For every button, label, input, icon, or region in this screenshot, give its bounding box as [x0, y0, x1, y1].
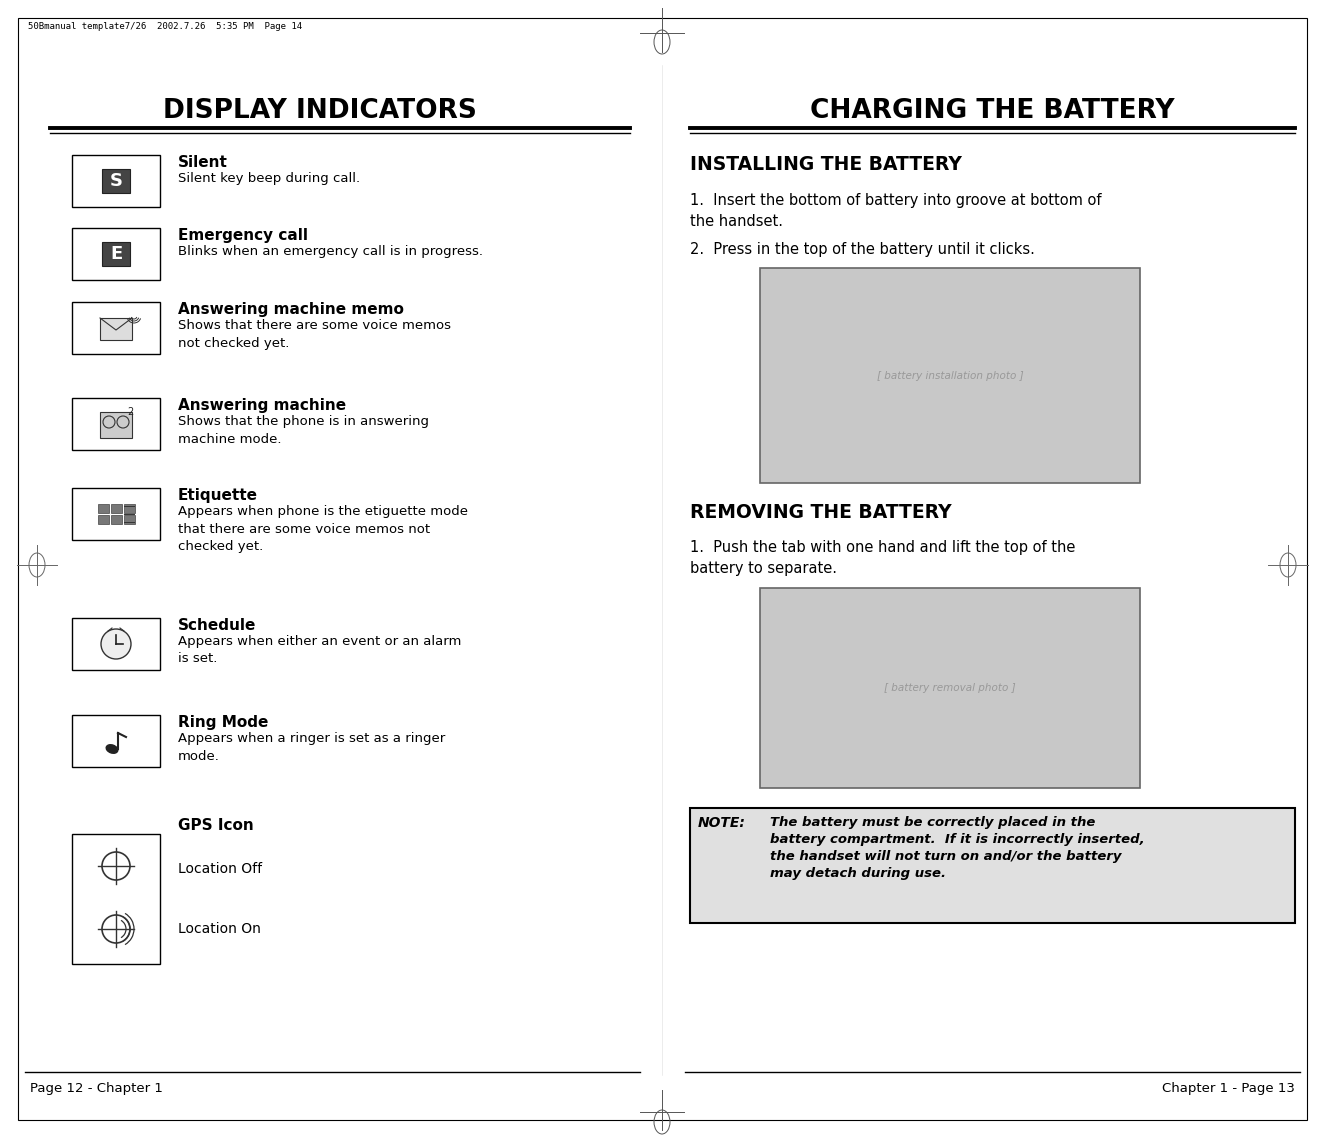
Bar	[72, 715, 160, 767]
Text: CHARGING THE BATTERY: CHARGING THE BATTERY	[810, 98, 1174, 124]
Circle shape	[101, 629, 131, 659]
Text: Silent: Silent	[178, 155, 228, 170]
Bar	[98, 516, 109, 523]
Text: Etiquette: Etiquette	[178, 488, 258, 503]
Text: Shows that the phone is in answering
machine mode.: Shows that the phone is in answering mac…	[178, 415, 429, 445]
Bar	[761, 269, 1140, 483]
Bar	[125, 504, 135, 513]
Text: Location On: Location On	[178, 922, 261, 935]
Text: Location Off: Location Off	[178, 861, 262, 876]
Bar	[125, 516, 135, 523]
Text: Ring Mode: Ring Mode	[178, 715, 269, 729]
Text: Emergency call: Emergency call	[178, 228, 307, 244]
Text: Answering machine memo: Answering machine memo	[178, 302, 404, 318]
Text: [ battery installation photo ]: [ battery installation photo ]	[877, 371, 1023, 380]
Bar	[761, 588, 1140, 787]
Text: GPS Icon: GPS Icon	[178, 818, 254, 833]
Text: 2.  Press in the top of the battery until it clicks.: 2. Press in the top of the battery until…	[690, 242, 1035, 257]
Bar	[72, 618, 160, 670]
Text: INSTALLING THE BATTERY: INSTALLING THE BATTERY	[690, 155, 962, 174]
Text: Shows that there are some voice memos
not checked yet.: Shows that there are some voice memos no…	[178, 319, 451, 349]
Text: Appears when a ringer is set as a ringer
mode.: Appears when a ringer is set as a ringer…	[178, 732, 445, 762]
Text: 1.  Insert the bottom of battery into groove at bottom of
the handset.: 1. Insert the bottom of battery into gro…	[690, 193, 1101, 229]
Bar	[72, 488, 160, 541]
Bar	[72, 155, 160, 207]
Text: S: S	[110, 172, 122, 190]
Text: Appears when phone is the etiguette mode
that there are some voice memos not
che: Appears when phone is the etiguette mode…	[178, 505, 468, 553]
Bar	[111, 516, 122, 523]
Text: NOTE:: NOTE:	[698, 816, 746, 830]
Text: The battery must be correctly placed in the
battery compartment.  If it is incor: The battery must be correctly placed in …	[770, 816, 1145, 880]
Text: Silent key beep during call.: Silent key beep during call.	[178, 172, 360, 185]
Text: 2: 2	[127, 407, 132, 417]
Bar	[72, 834, 160, 964]
Ellipse shape	[106, 744, 118, 753]
Bar	[99, 412, 132, 438]
Text: 1.  Push the tab with one hand and lift the top of the
battery to separate.: 1. Push the tab with one hand and lift t…	[690, 541, 1076, 576]
Text: Page 12 - Chapter 1: Page 12 - Chapter 1	[30, 1082, 163, 1095]
Text: [ battery removal photo ]: [ battery removal photo ]	[884, 683, 1016, 693]
Bar	[99, 318, 132, 340]
Text: 50Bmanual template7/26  2002.7.26  5:35 PM  Page 14: 50Bmanual template7/26 2002.7.26 5:35 PM…	[28, 22, 302, 31]
Text: Blinks when an emergency call is in progress.: Blinks when an emergency call is in prog…	[178, 245, 484, 258]
Text: E: E	[110, 245, 122, 263]
Text: REMOVING THE BATTERY: REMOVING THE BATTERY	[690, 503, 951, 522]
Bar	[102, 170, 130, 193]
Bar	[72, 302, 160, 354]
Text: Schedule: Schedule	[178, 618, 256, 633]
Bar	[690, 808, 1295, 923]
Text: Answering machine: Answering machine	[178, 398, 346, 413]
Bar	[111, 504, 122, 513]
Text: DISPLAY INDICATORS: DISPLAY INDICATORS	[163, 98, 477, 124]
Bar	[102, 242, 130, 266]
Text: Appears when either an event or an alarm
is set.: Appears when either an event or an alarm…	[178, 635, 461, 666]
Bar	[72, 398, 160, 450]
Bar	[72, 228, 160, 280]
Bar	[98, 504, 109, 513]
Text: Chapter 1 - Page 13: Chapter 1 - Page 13	[1162, 1082, 1295, 1095]
